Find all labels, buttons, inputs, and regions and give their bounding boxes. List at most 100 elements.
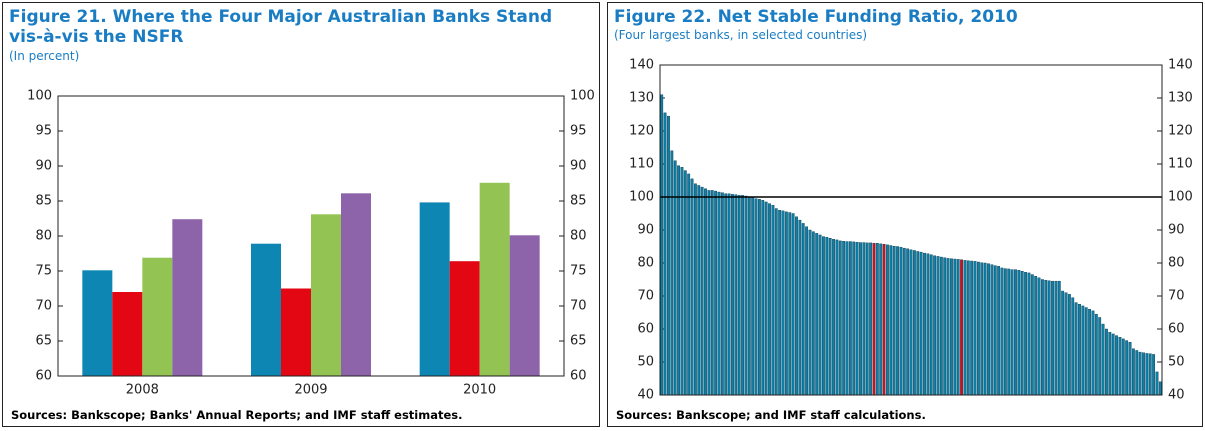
y-tick-label: 90 — [35, 159, 52, 174]
bar — [1074, 302, 1078, 396]
bar — [1067, 294, 1071, 396]
bar — [673, 160, 677, 396]
bar — [1145, 353, 1149, 396]
y-tick-label: 80 — [35, 229, 52, 244]
bar — [754, 198, 758, 396]
x-tick-label: 2008 — [126, 383, 159, 398]
bar — [950, 258, 953, 396]
y2-tick-label: 85 — [570, 194, 587, 209]
bar — [811, 231, 815, 396]
bar — [1027, 272, 1031, 396]
bar — [693, 183, 697, 396]
bar — [747, 196, 751, 396]
y-tick-label: 65 — [35, 334, 52, 349]
y2-tick-label: 100 — [1168, 190, 1193, 205]
bar — [663, 112, 667, 396]
bar — [983, 262, 987, 396]
bar — [929, 254, 933, 396]
bar — [509, 235, 540, 376]
y-tick-label: 80 — [637, 256, 654, 271]
bar — [1125, 340, 1129, 396]
y-tick-label: 120 — [629, 124, 654, 139]
y2-tick-label: 75 — [570, 264, 587, 279]
bar — [1007, 268, 1011, 396]
bar — [1061, 290, 1065, 396]
bar — [963, 260, 967, 396]
bar — [798, 219, 802, 396]
bar — [896, 246, 899, 396]
bar — [112, 292, 143, 376]
bar — [1155, 371, 1159, 396]
bar — [970, 260, 974, 396]
bar — [1071, 297, 1075, 396]
bar — [923, 252, 926, 396]
bar — [832, 239, 835, 396]
bar — [751, 196, 755, 396]
bar — [677, 165, 680, 396]
bar — [687, 173, 691, 396]
bar — [872, 242, 876, 396]
bar — [848, 241, 852, 396]
bar — [667, 115, 670, 396]
bar — [1131, 348, 1135, 396]
bar — [1108, 332, 1112, 396]
y-tick-label: 110 — [629, 157, 654, 172]
bar — [879, 243, 883, 396]
bar — [899, 246, 903, 396]
bar — [758, 199, 761, 396]
bar — [960, 259, 963, 396]
y2-tick-label: 70 — [1168, 289, 1185, 304]
bar — [788, 212, 792, 396]
source-note: Sources: Bankscope; and IMF staff calcul… — [616, 408, 926, 422]
bar — [683, 170, 687, 396]
bar — [815, 233, 819, 396]
bar — [690, 178, 694, 396]
bar — [808, 229, 812, 396]
bar — [744, 195, 748, 396]
bar — [781, 210, 785, 396]
bar — [1105, 328, 1108, 396]
bar — [1101, 323, 1105, 396]
bar — [1020, 271, 1024, 396]
bar — [1111, 333, 1115, 396]
bar — [882, 243, 886, 396]
bar — [1128, 342, 1132, 396]
y2-tick-label: 95 — [570, 124, 587, 139]
bar — [946, 258, 950, 396]
y-tick-label: 100 — [629, 190, 654, 205]
bar — [939, 256, 943, 396]
bar — [741, 195, 744, 396]
bar — [700, 186, 704, 396]
bar — [1010, 269, 1014, 396]
bar — [1094, 313, 1098, 396]
y2-tick-label: 100 — [570, 89, 595, 104]
bar — [953, 258, 957, 396]
plot-frame — [659, 64, 1163, 396]
bar — [734, 194, 738, 396]
bar — [973, 261, 977, 396]
bar — [1003, 268, 1007, 396]
bar — [720, 192, 724, 396]
y2-tick-label: 70 — [570, 299, 587, 314]
bar — [714, 190, 718, 396]
bar — [727, 193, 731, 396]
bar — [1084, 307, 1088, 396]
bar — [805, 226, 808, 396]
bar — [956, 259, 960, 396]
y-tick-label: 70 — [35, 299, 52, 314]
bar — [1044, 279, 1048, 396]
y-tick-label: 60 — [35, 369, 52, 384]
y-tick-label: 100 — [27, 89, 52, 104]
y2-tick-label: 110 — [1168, 157, 1193, 172]
bar — [172, 219, 203, 376]
chart-title: Figure 22. Net Stable Funding Ratio, 201… — [614, 7, 1018, 27]
y2-tick-label: 65 — [570, 334, 587, 349]
chart: 40 50 60 70 80 90 100 110 120 130 140 40 50 60 70 80 90 1… — [629, 58, 1193, 403]
bar — [1142, 352, 1145, 396]
bar — [855, 242, 859, 396]
bar — [997, 266, 1001, 396]
bar — [791, 213, 795, 396]
bar — [710, 190, 714, 396]
bar — [852, 241, 856, 396]
y2-tick-label: 140 — [1168, 58, 1193, 73]
